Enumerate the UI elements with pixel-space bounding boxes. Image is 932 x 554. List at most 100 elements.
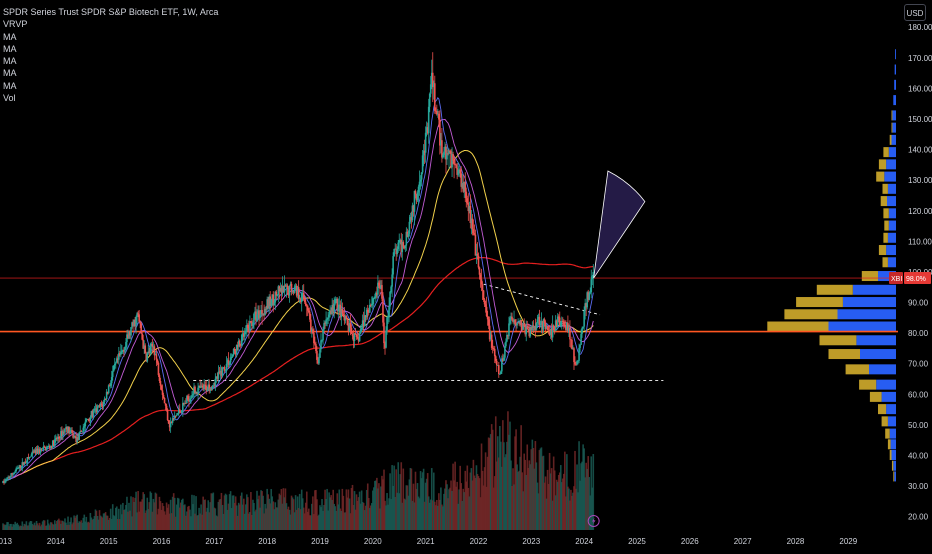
candle-body-370 bbox=[378, 282, 380, 286]
legend-indicator-ma-3[interactable]: MA bbox=[3, 56, 17, 67]
ma-20-line[interactable] bbox=[2, 118, 594, 483]
volume-bar-32 bbox=[34, 525, 37, 530]
volume-bar-259 bbox=[265, 508, 267, 530]
vp-blue-bar-0 bbox=[894, 471, 896, 482]
volume-bar-85 bbox=[88, 522, 91, 530]
candle-body-32 bbox=[34, 450, 37, 454]
volume-bar-152 bbox=[156, 514, 159, 530]
drawings-layer bbox=[593, 170, 646, 279]
volume-bar-581 bbox=[592, 454, 595, 530]
candle-body-155 bbox=[159, 381, 162, 386]
volume-bar-469 bbox=[478, 478, 481, 530]
lightning-icon[interactable] bbox=[587, 515, 600, 527]
legend-indicator-ma-5[interactable]: MA bbox=[3, 80, 17, 91]
volume-bar-386 bbox=[394, 497, 396, 530]
candle-body-289 bbox=[295, 285, 298, 296]
volume-bar-249 bbox=[255, 509, 257, 530]
volume-bar-412 bbox=[420, 478, 423, 530]
candle-body-415 bbox=[423, 150, 426, 153]
currency-button[interactable]: USD bbox=[904, 4, 926, 21]
ma-200-line[interactable] bbox=[2, 257, 594, 483]
vp-blue-bar-16 bbox=[878, 271, 896, 282]
volume-bar-119 bbox=[123, 509, 125, 530]
volume-bar-215 bbox=[220, 492, 223, 530]
candle-body-430 bbox=[439, 119, 441, 146]
candle-body-81 bbox=[84, 421, 87, 427]
candle-body-242 bbox=[248, 328, 250, 331]
volume-bar-305 bbox=[312, 496, 314, 530]
legend-title[interactable]: SPDR Series Trust SPDR S&P Biotech ETF, … bbox=[3, 7, 219, 17]
candle-body-475 bbox=[484, 304, 487, 307]
vp-blue-bar-11 bbox=[856, 335, 896, 346]
candle-body-256 bbox=[262, 313, 264, 315]
candle-body-198 bbox=[203, 384, 205, 390]
volume-bar-213 bbox=[218, 499, 221, 530]
volume-bar-108 bbox=[111, 504, 114, 530]
vp-gold-bar-17 bbox=[882, 257, 888, 268]
volume-bar-407 bbox=[415, 488, 418, 530]
volume-bar-508 bbox=[518, 470, 520, 530]
candle-body-237 bbox=[242, 333, 245, 337]
volume-bar-337 bbox=[344, 512, 347, 530]
legend-indicator-ma-2[interactable]: MA bbox=[3, 43, 17, 54]
volume-bar-535 bbox=[545, 498, 548, 530]
volume-bar-579 bbox=[590, 456, 593, 530]
volume-bar-86 bbox=[89, 512, 92, 530]
volume-bar-460 bbox=[469, 472, 472, 530]
volume-bar-31 bbox=[33, 522, 36, 530]
candle-body-262 bbox=[268, 296, 270, 309]
candle-body-384 bbox=[392, 256, 394, 275]
volume-bar-385 bbox=[393, 465, 395, 530]
vp-gold-bar-0 bbox=[893, 471, 895, 482]
volume-bar-481 bbox=[490, 424, 493, 530]
trend-dashed-line[interactable] bbox=[483, 283, 601, 316]
candle-body-365 bbox=[373, 297, 375, 299]
candle-body-76 bbox=[79, 430, 82, 433]
candle-body-349 bbox=[356, 336, 359, 339]
vp-blue-bar-25 bbox=[886, 159, 896, 170]
legend-indicator-vrvp[interactable]: VRVP bbox=[3, 19, 28, 30]
volume-bar-41 bbox=[43, 520, 46, 530]
candle-body-126 bbox=[130, 327, 132, 336]
legend-indicator-vol[interactable]: Vol bbox=[3, 93, 16, 104]
volume-bar-514 bbox=[524, 459, 527, 530]
candle-body-357 bbox=[364, 315, 367, 318]
volume-bar-335 bbox=[342, 495, 345, 530]
legend-indicator-ma-1[interactable]: MA bbox=[3, 31, 17, 42]
time-axis[interactable]: 2013 2014 2015 2016 2017 2018 2019 2020 2021 2022… bbox=[0, 537, 858, 546]
volume-bar-186 bbox=[191, 494, 193, 530]
volume-bar-91 bbox=[94, 509, 97, 530]
candle-body-253 bbox=[259, 314, 261, 319]
volume-bar-365 bbox=[373, 487, 375, 530]
candle-body-247 bbox=[253, 313, 255, 323]
volume-bar-580 bbox=[591, 487, 594, 530]
candle-body-150 bbox=[154, 354, 157, 356]
candle-body-553 bbox=[564, 324, 566, 326]
candle-body-546 bbox=[556, 316, 559, 327]
candle-body-120 bbox=[124, 346, 126, 352]
legend-indicator-ma-4[interactable]: MA bbox=[3, 68, 17, 79]
volume-bar-24 bbox=[26, 525, 29, 530]
candle-body-541 bbox=[551, 325, 554, 338]
candle-body-269 bbox=[275, 291, 278, 296]
volume-bar-523 bbox=[533, 468, 536, 530]
volume-bar-349 bbox=[356, 500, 359, 530]
vp-blue-bar-30 bbox=[893, 95, 896, 106]
volume-bar-214 bbox=[219, 499, 222, 530]
candle-body-310 bbox=[317, 359, 319, 364]
fan-projection-shape[interactable] bbox=[593, 170, 646, 279]
candle-body-292 bbox=[298, 298, 301, 300]
volume-bar-511 bbox=[521, 472, 523, 530]
volume-bar-62 bbox=[65, 522, 67, 530]
ma-50-line[interactable] bbox=[2, 150, 594, 483]
volume-bar-81 bbox=[84, 521, 87, 530]
candle-body-117 bbox=[121, 350, 123, 353]
vp-blue-bar-32 bbox=[894, 64, 896, 75]
candle-body-524 bbox=[534, 325, 537, 330]
candle-body-312 bbox=[319, 349, 321, 358]
candle-body-88 bbox=[91, 411, 94, 417]
candle-body-363 bbox=[371, 303, 373, 306]
candle-body-168 bbox=[172, 418, 175, 419]
